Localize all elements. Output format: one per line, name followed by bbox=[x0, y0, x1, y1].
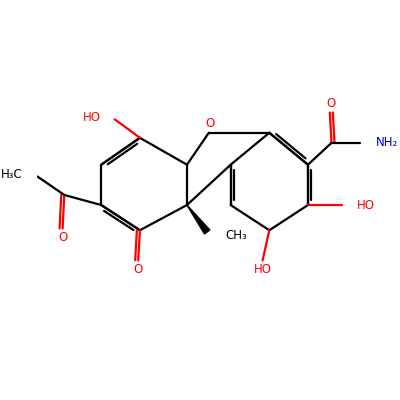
Text: H₃C: H₃C bbox=[0, 168, 22, 181]
Text: HO: HO bbox=[254, 264, 272, 276]
Text: HO: HO bbox=[83, 111, 101, 124]
Text: HO: HO bbox=[357, 198, 375, 212]
Text: NH₂: NH₂ bbox=[376, 136, 398, 149]
Text: O: O bbox=[134, 264, 143, 276]
Text: O: O bbox=[58, 232, 67, 244]
Text: O: O bbox=[206, 117, 215, 130]
Text: O: O bbox=[327, 97, 336, 110]
Text: CH₃: CH₃ bbox=[226, 229, 247, 242]
Polygon shape bbox=[187, 205, 210, 234]
